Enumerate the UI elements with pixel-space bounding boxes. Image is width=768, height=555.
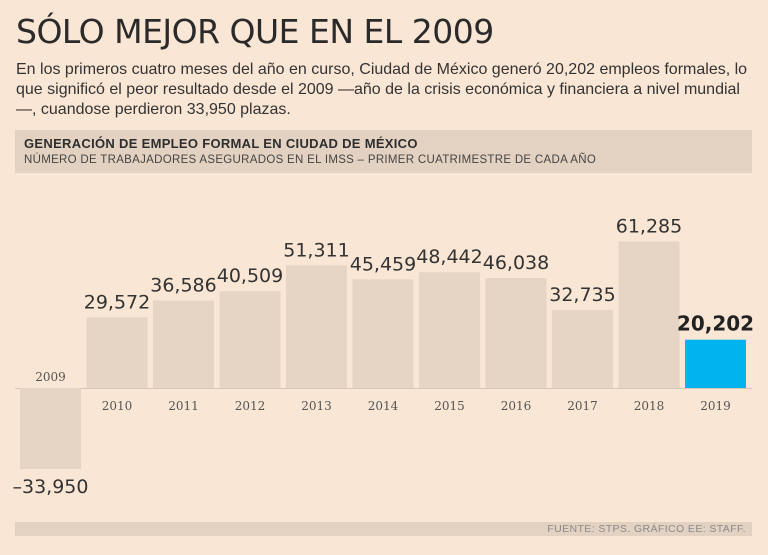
intro-text: En los primeros cuatro meses del año en … [16, 61, 748, 118]
bar-2010 [86, 317, 148, 388]
value-label-2019: 20,202 [677, 312, 754, 336]
bar-2011 [153, 300, 214, 388]
category-label-2015: 2015 [434, 399, 465, 413]
source-credit: FUENTE: STPS. GRÁFICO EE: STAFF. [547, 523, 746, 535]
value-label-2017: 32,735 [549, 284, 615, 306]
value-label-2012: 40,509 [217, 265, 283, 287]
chart-subtitle: NÚMERO DE TRABAJADORES ASEGURADOS EN EL … [24, 154, 597, 166]
chart-header: GENERACIÓN DE EMPLEO FORMAL EN CIUDAD DE… [15, 130, 752, 173]
category-label-2010: 2010 [102, 399, 133, 413]
bar-2017 [552, 309, 613, 388]
bar-2009 [20, 388, 81, 470]
category-label-2011: 2011 [168, 399, 199, 413]
category-label-2016: 2016 [501, 399, 532, 413]
category-label-2019: 2019 [700, 399, 731, 413]
value-label-2009: –33,950 [13, 476, 89, 498]
value-label-2018: 61,285 [616, 216, 682, 238]
value-label-2013: 51,311 [283, 239, 349, 261]
category-label-2017: 2017 [567, 399, 598, 413]
bar-2013 [286, 265, 347, 388]
value-label-2014: 45,459 [350, 253, 416, 275]
category-label-2018: 2018 [634, 399, 665, 413]
value-label-2015: 48,442 [416, 246, 482, 268]
category-label-2014: 2014 [368, 399, 399, 413]
bar-2016 [485, 277, 547, 388]
bar-2014 [352, 279, 414, 388]
category-label-2009: 2009 [35, 370, 66, 384]
value-label-2010: 29,572 [84, 291, 150, 313]
bar-2012 [219, 291, 281, 388]
bar-2015 [419, 272, 480, 388]
category-label-2013: 2013 [301, 399, 332, 413]
bar-2019 [685, 339, 746, 388]
headline: SÓLO MEJOR QUE EN EL 2009 [16, 12, 494, 51]
value-label-2011: 36,586 [150, 275, 216, 297]
category-label-2012: 2012 [235, 399, 266, 413]
chart-title: GENERACIÓN DE EMPLEO FORMAL EN CIUDAD DE… [24, 136, 418, 151]
footer-bar: FUENTE: STPS. GRÁFICO EE: STAFF. [15, 522, 752, 536]
bar-2018 [618, 241, 680, 388]
value-label-2016: 46,038 [483, 252, 549, 274]
